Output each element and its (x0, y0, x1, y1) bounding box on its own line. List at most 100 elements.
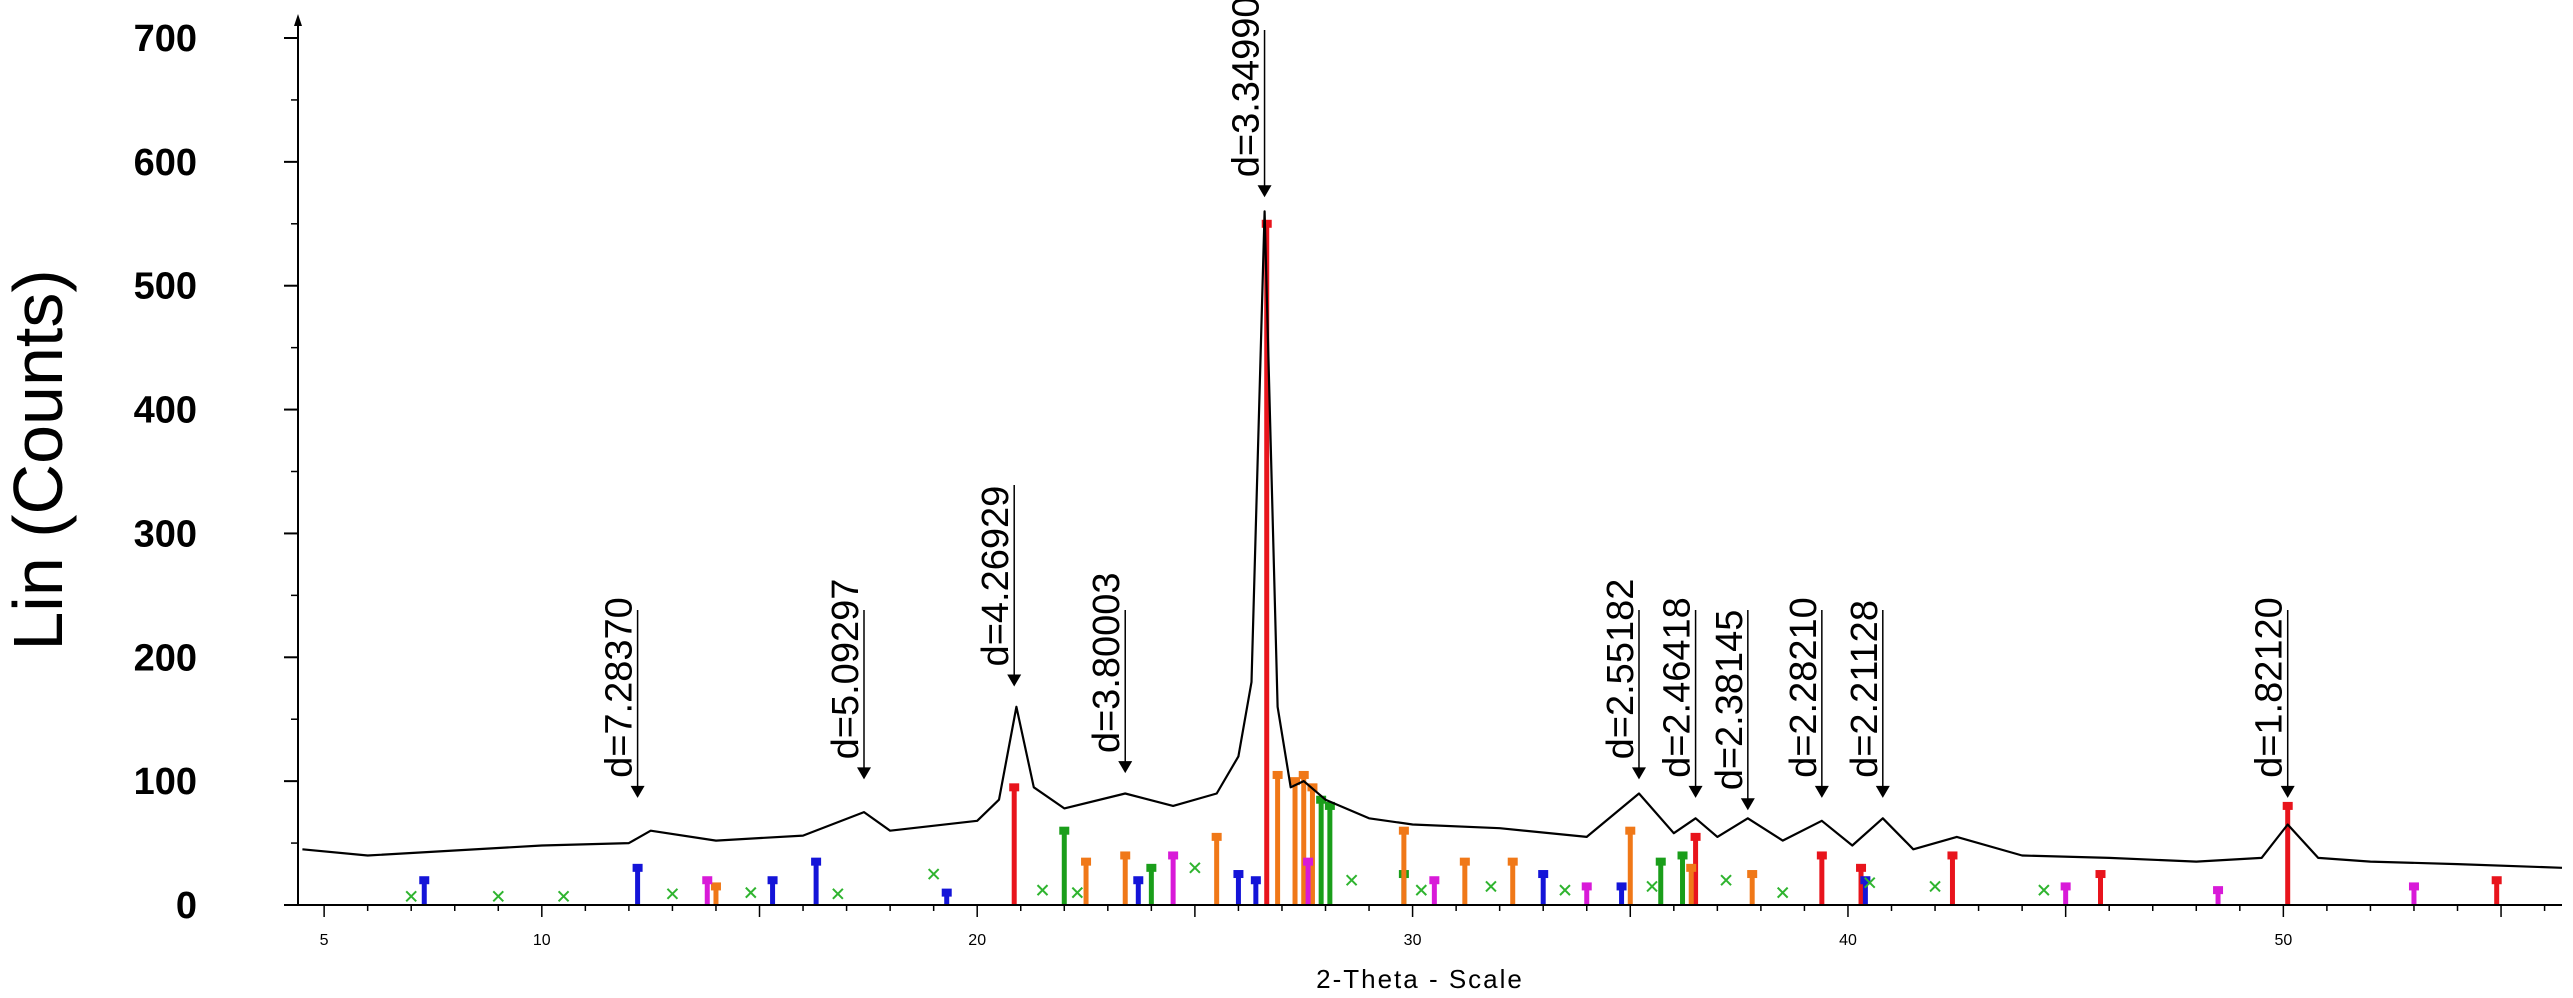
peak-marker-arrow (1688, 785, 1703, 798)
reference-marker-x (1559, 884, 1571, 896)
reference-stick-cap (1272, 770, 1283, 779)
reference-stick-cap (2213, 886, 2224, 895)
x-tick-label: 30 (1404, 932, 1422, 949)
reference-stick-cap (1538, 870, 1549, 879)
reference-marker-x (1071, 886, 1084, 899)
peak-marker-arrow (1257, 185, 1272, 198)
y-tick-label: 100 (134, 761, 197, 803)
reference-stick-cap (1146, 863, 1157, 872)
reference-stick-cap (419, 876, 430, 885)
peak-label: d=4.26929 (975, 486, 1017, 667)
reference-stick-cap (1690, 832, 1701, 841)
y-tick-label: 200 (134, 637, 197, 679)
y-tick-label: 700 (134, 18, 197, 60)
reference-stick-cap (1233, 870, 1244, 879)
reference-stick-cap (1655, 857, 1666, 866)
reference-stick-cap (1290, 777, 1301, 786)
peak-label: d=2.21128 (1844, 600, 1886, 778)
reference-stick-cap (1120, 851, 1131, 860)
x-tick-label: 20 (968, 932, 986, 949)
peak-marker-arrow (1875, 785, 1890, 798)
reference-stick-cap (1133, 876, 1144, 885)
y-tick-label: 600 (134, 142, 197, 184)
y-tick-label: 400 (134, 390, 197, 432)
reference-stick-cap (1303, 857, 1314, 866)
reference-stick-cap (1856, 863, 1867, 872)
peak-label: d=3.34990 (1226, 0, 1268, 177)
peak-label: d=2.38145 (1709, 610, 1751, 791)
reference-stick-cap (1168, 851, 1179, 860)
reference-stick-cap (702, 876, 713, 885)
reference-marker-x (927, 868, 940, 880)
x-tick-label: 40 (1839, 932, 1857, 949)
reference-stick-cap (1250, 876, 1261, 885)
y-tick-label: 500 (134, 266, 197, 308)
reference-stick-cap (2408, 882, 2419, 891)
peak-marker-arrow (630, 785, 645, 798)
peak-marker-arrow (1740, 798, 1755, 811)
y-tick-label: 300 (134, 513, 197, 555)
reference-marker-x (405, 890, 417, 903)
x-tick-label: 10 (533, 932, 551, 949)
reference-stick-cap (1507, 857, 1518, 866)
peak-label: d=1.82120 (2249, 597, 2291, 778)
peak-label: d=5.09297 (825, 579, 867, 760)
y-axis-label: Lin (Counts) (0, 269, 77, 650)
reference-marker-x (666, 888, 679, 900)
reference-stick-cap (1081, 857, 1092, 866)
peak-marker-arrow (857, 767, 871, 780)
x-tick-label: 50 (2274, 932, 2292, 949)
x-axis-label: 2-Theta - Scale (1316, 964, 1524, 994)
peak-marker-arrow (1631, 767, 1646, 780)
reference-marker-x (1345, 874, 1358, 886)
series-layer (302, 210, 2563, 869)
reference-stick-cap (1459, 857, 1470, 866)
series-line (302, 210, 2563, 869)
y-tick-label: 0 (176, 885, 197, 927)
reference-marker-x (2038, 884, 2050, 896)
reference-stick-cap (1816, 851, 1827, 860)
reference-marker-x (1929, 880, 1941, 893)
y-axis-arrow (294, 14, 302, 26)
reference-stick-cap (1625, 826, 1636, 835)
reference-stick-cap (2282, 801, 2293, 810)
peak-label: d=7.28370 (599, 597, 641, 778)
peak-marker-arrow (1814, 785, 1829, 798)
reference-stick-cap (1398, 826, 1409, 835)
reference-stick-cap (1947, 851, 1958, 860)
x-tick-label: 5 (320, 932, 329, 949)
peak-marker-arrow (1007, 674, 1022, 687)
reference-sticks-layer (405, 219, 2502, 905)
reference-stick-cap (1211, 832, 1222, 841)
reference-marker-x (745, 886, 757, 899)
reference-stick-cap (1429, 876, 1440, 885)
reference-stick-cap (2491, 876, 2502, 885)
reference-stick-cap (1009, 783, 1020, 792)
reference-stick-cap (1261, 219, 1272, 228)
reference-marker-x (1720, 874, 1732, 886)
reference-marker-x (1189, 862, 1201, 874)
peak-marker-arrow (2280, 785, 2295, 798)
reference-stick-cap (1860, 876, 1871, 885)
reference-marker-x (1776, 886, 1789, 899)
reference-stick-cap (1616, 882, 1627, 891)
reference-stick-cap (710, 882, 721, 891)
reference-stick-cap (1677, 851, 1688, 860)
peak-label: d=2.28210 (1783, 597, 1825, 778)
axes-layer: 0 100 200 300 400 500 600 700 5 10 20 30 40 50 (134, 14, 2562, 949)
reference-marker-x (1036, 884, 1049, 896)
peak-label: d=3.80003 (1086, 572, 1128, 753)
reference-stick-cap (767, 876, 778, 885)
reference-marker-x (832, 888, 844, 900)
reference-stick-cap (2060, 882, 2071, 891)
peak-label: d=2.46418 (1657, 597, 1699, 778)
reference-stick-cap (632, 863, 643, 872)
reference-stick-cap (1581, 882, 1592, 891)
reference-stick-cap (1316, 795, 1327, 804)
reference-stick-cap (1298, 770, 1309, 779)
reference-marker-x (492, 890, 504, 903)
reference-marker-x (1864, 876, 1876, 889)
reference-stick-cap (1747, 870, 1758, 879)
reference-marker-x (1415, 884, 1427, 896)
